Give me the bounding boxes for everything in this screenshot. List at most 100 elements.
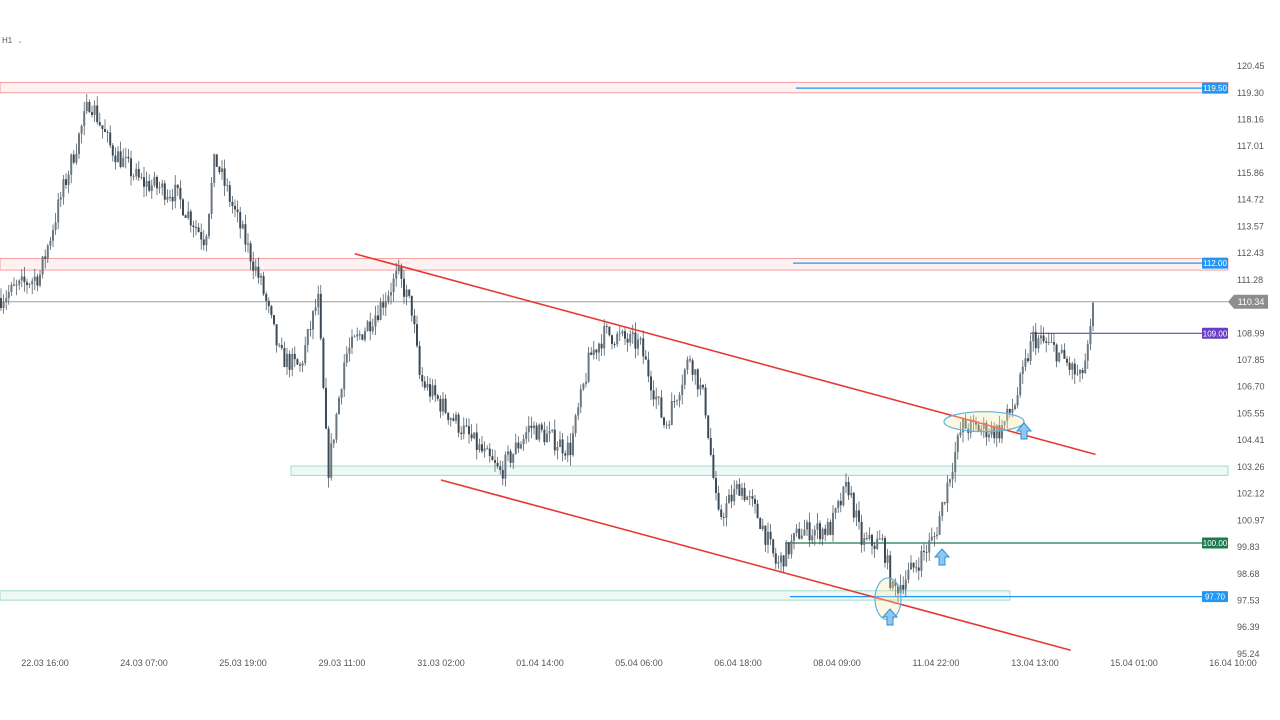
candle-body-344 bbox=[891, 581, 894, 589]
candle-body-364 bbox=[943, 502, 946, 504]
candle-body-360 bbox=[933, 536, 936, 537]
y-tick-label: 103.26 bbox=[1237, 462, 1265, 472]
candle-body-22 bbox=[54, 222, 57, 231]
candle-body-88 bbox=[226, 185, 229, 187]
y-tick-label: 108.99 bbox=[1237, 328, 1265, 338]
candle-body-126 bbox=[325, 387, 327, 429]
candle-body-231 bbox=[598, 343, 600, 353]
candle-body-240 bbox=[621, 331, 624, 334]
candle-body-218 bbox=[564, 453, 567, 456]
candle-body-192 bbox=[496, 462, 499, 467]
candle-body-290 bbox=[751, 496, 754, 499]
candle-body-194 bbox=[501, 469, 504, 479]
candle-body-89 bbox=[228, 185, 231, 202]
candle-body-131 bbox=[338, 397, 340, 415]
candle-body-221 bbox=[572, 433, 574, 456]
candle-body-351 bbox=[910, 562, 912, 570]
candle-body-239 bbox=[618, 333, 621, 335]
candle-body-53 bbox=[135, 168, 138, 177]
candle-body-183 bbox=[473, 432, 476, 439]
candle-body-254 bbox=[657, 396, 660, 398]
candle-body-329 bbox=[852, 492, 855, 518]
candle-body-65 bbox=[166, 196, 169, 200]
candle-body-348 bbox=[902, 584, 905, 590]
candle-body-113 bbox=[291, 353, 294, 370]
timeframe-selector[interactable]: H1 ⌄ bbox=[2, 36, 23, 45]
candle-body-86 bbox=[221, 168, 223, 173]
candle-body-114 bbox=[293, 353, 296, 360]
candle-body-386 bbox=[1001, 425, 1003, 439]
candle-body-66 bbox=[169, 196, 171, 198]
candle-body-295 bbox=[764, 525, 767, 545]
candle-body-51 bbox=[130, 158, 132, 177]
candle-body-100 bbox=[257, 266, 260, 278]
candle-body-332 bbox=[860, 521, 863, 545]
candle-body-97 bbox=[249, 243, 252, 262]
channel-line-2 bbox=[440, 479, 1071, 652]
candle-body-101 bbox=[260, 275, 262, 278]
candle-body-26 bbox=[65, 179, 67, 186]
candle-body-369 bbox=[956, 435, 959, 452]
candle-body-304 bbox=[787, 542, 790, 555]
resistance-zone-2 bbox=[0, 258, 1229, 271]
candle-body-4 bbox=[7, 292, 10, 299]
candle-body-310 bbox=[803, 529, 806, 536]
y-tick-label: 119.30 bbox=[1237, 88, 1264, 98]
candle-body-233 bbox=[603, 326, 606, 349]
candle-body-160 bbox=[413, 315, 416, 325]
candle-body-200 bbox=[517, 442, 520, 449]
candle-body-210 bbox=[543, 429, 546, 443]
candle-body-162 bbox=[418, 345, 421, 375]
candle-body-219 bbox=[566, 442, 569, 456]
candle-body-5 bbox=[10, 284, 13, 293]
candle-body-320 bbox=[829, 522, 832, 535]
candle-body-80 bbox=[205, 236, 208, 246]
candle-body-407 bbox=[1055, 344, 1058, 362]
candle-body-193 bbox=[499, 466, 502, 470]
candle-body-42 bbox=[106, 131, 109, 133]
candle-body-154 bbox=[397, 266, 400, 272]
candle-body-75 bbox=[192, 225, 195, 228]
price-tag-text: 100.00 bbox=[1203, 539, 1228, 548]
candle-body-83 bbox=[213, 154, 216, 183]
candle-body-141 bbox=[364, 331, 366, 340]
candle-body-394 bbox=[1021, 366, 1024, 375]
price-tag-119.50 bbox=[1202, 82, 1228, 94]
candle-body-143 bbox=[369, 321, 372, 332]
y-tick-label: 111.28 bbox=[1237, 275, 1263, 285]
candle-body-182 bbox=[470, 434, 473, 439]
candle-body-127 bbox=[327, 428, 330, 478]
candle-body-243 bbox=[629, 334, 632, 343]
candle-body-333 bbox=[863, 538, 866, 545]
candle-body-108 bbox=[278, 344, 281, 346]
candle-body-298 bbox=[772, 539, 775, 554]
candle-body-275 bbox=[712, 454, 715, 479]
candle-body-77 bbox=[197, 227, 200, 232]
candle-body-206 bbox=[533, 425, 535, 428]
candle-body-14 bbox=[33, 276, 36, 281]
candle-body-267 bbox=[691, 360, 694, 375]
candle-body-393 bbox=[1019, 374, 1022, 395]
candle-body-146 bbox=[377, 315, 379, 320]
candle-body-249 bbox=[644, 356, 647, 360]
chevron-down-icon: ⌄ bbox=[17, 37, 24, 45]
candle-body-362 bbox=[938, 516, 941, 535]
candle-body-371 bbox=[962, 419, 964, 433]
candle-body-40 bbox=[101, 125, 104, 129]
level-lines-layer bbox=[0, 87, 1228, 598]
price-tag-97.70 bbox=[1202, 591, 1228, 603]
candle-body-50 bbox=[127, 156, 130, 159]
candle-body-73 bbox=[187, 211, 190, 218]
candle-body-245 bbox=[634, 332, 637, 349]
candle-body-67 bbox=[171, 196, 174, 202]
candle-body-356 bbox=[923, 550, 925, 552]
x-tick-label: 08.04 09:00 bbox=[813, 658, 861, 668]
candle-body-178 bbox=[460, 432, 463, 435]
x-tick-label: 31.03 02:00 bbox=[417, 658, 465, 668]
annotations-layer bbox=[874, 411, 1033, 626]
candle-body-229 bbox=[592, 349, 595, 355]
x-tick-label: 06.04 18:00 bbox=[714, 658, 762, 668]
candle-body-18 bbox=[44, 256, 47, 259]
candle-body-340 bbox=[881, 538, 884, 540]
